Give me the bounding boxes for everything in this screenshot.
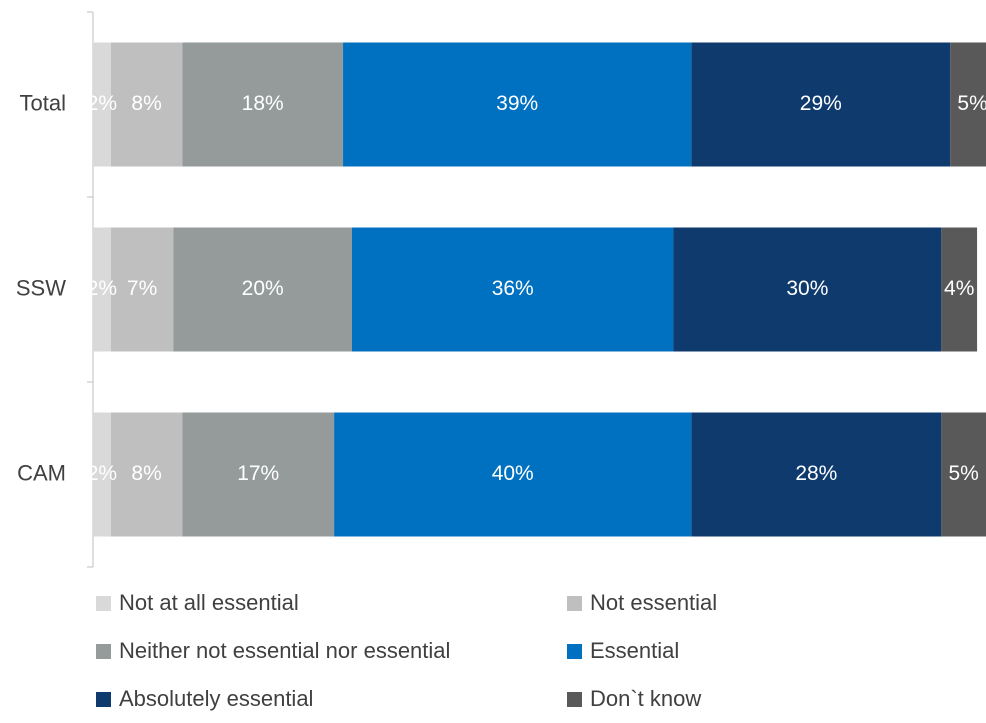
data-label: 2% [87,462,117,485]
data-labels: 2% 8% 18% 39% 29% 5% 2% 7% 20% 36% 30% 4% 2% 8% 17% 40%… [87,92,986,485]
bar-segment [941,412,986,537]
bar-segment [182,42,344,167]
bar-segment [93,412,111,537]
legend-label: Neither not essential nor essential [119,638,451,663]
data-label: 7% [127,277,157,300]
bar-segment [182,412,335,537]
legend-label: Not at all essential [119,590,299,615]
data-label: 36% [492,277,534,300]
legend-swatch [567,643,582,659]
bar-segment [110,42,183,167]
data-label: 5% [948,462,978,485]
bar-segment [93,42,111,167]
category-label: CAM [17,460,66,485]
bar-segment [691,412,942,537]
data-label: 17% [237,462,279,485]
bar-segment [93,227,111,352]
data-label: 8% [131,462,161,485]
category-axis: Total SSW CAM [16,11,94,568]
bar-segment [673,227,942,352]
bar-segment [941,227,978,352]
legend-label: Essential [590,638,680,663]
data-label: 39% [496,92,538,115]
legend-swatch [96,691,111,707]
bar-segment [343,42,692,167]
data-label: 30% [786,277,828,300]
bar-segment [334,412,692,537]
stacked-bar-chart: Total SSW CAM 2% 8% 18% 39% 29% 5% 2% 7% 20% 36% 30%… [16,11,986,568]
data-label: 5% [957,92,986,115]
data-label: 8% [131,92,161,115]
legend-swatch [96,595,111,611]
legend-item-not-at-all-essential: Not at all essential [96,590,299,616]
bar-segment [950,42,986,167]
legend-item-not-essential: Not essential [567,590,717,616]
data-label: 2% [87,277,117,300]
bars [93,42,986,537]
data-label: 2% [87,92,117,115]
data-label: 18% [242,92,284,115]
legend-item-absolutely-essential: Absolutely essential [96,686,313,712]
legend-item-essential: Essential [567,638,679,664]
bar-segment [173,227,352,352]
bar-segment [110,412,183,537]
bar-segment [691,42,951,167]
legend-item-neither: Neither not essential nor essential [96,638,450,664]
bar-segment [351,227,674,352]
legend-label: Don`t know [590,686,702,711]
data-label: 4% [944,277,974,300]
legend-swatch [567,595,582,611]
legend-swatch [96,643,111,659]
legend: Not at all essential Not essential Neith… [0,590,986,723]
data-label: 29% [800,92,842,115]
data-label: 20% [242,277,284,300]
legend-label: Not essential [590,590,718,615]
category-label: SSW [16,275,66,300]
bar-segment [110,227,174,352]
legend-label: Absolutely essential [119,686,314,711]
category-label: Total [20,90,66,115]
legend-swatch [567,691,582,707]
data-label: 40% [492,462,534,485]
data-label: 28% [795,462,837,485]
legend-item-dont-know: Don`t know [567,686,701,712]
